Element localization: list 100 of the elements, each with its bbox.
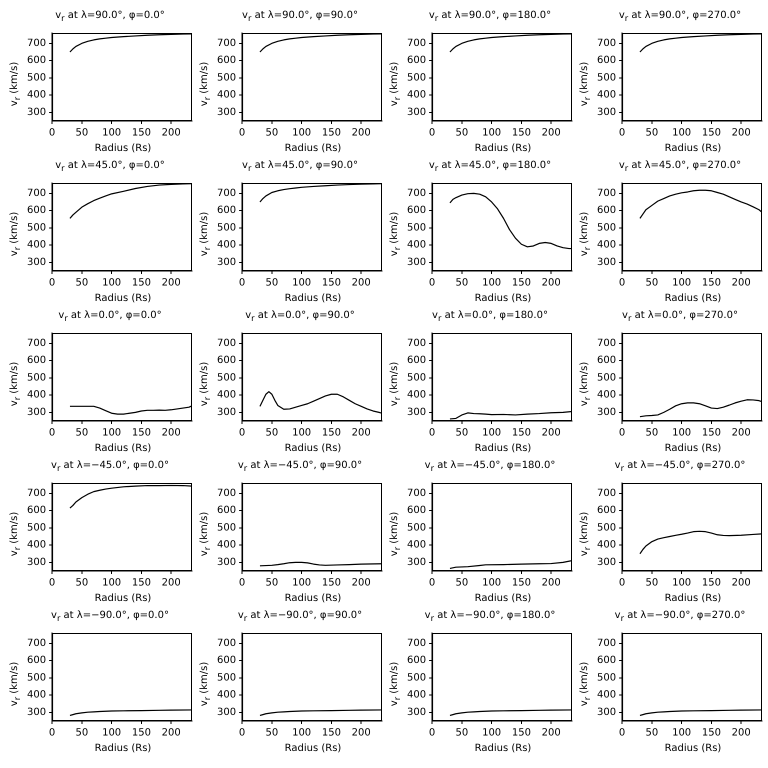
y-tick-label: 500 (216, 72, 236, 84)
y-tick-label: 600 (216, 655, 236, 666)
x-tick-label: 100 (292, 578, 312, 589)
x-tick-label: 150 (322, 728, 341, 739)
x-tick-label: 200 (732, 578, 751, 589)
x-tick-label: 0 (618, 578, 626, 589)
y-tick-label: 400 (26, 390, 46, 401)
x-tick-label: 50 (75, 578, 88, 589)
x-tick-label: 200 (352, 128, 371, 139)
y-tick-label: 600 (596, 655, 616, 666)
y-tick-label: 400 (26, 690, 46, 701)
x-tick-label: 200 (162, 128, 181, 139)
y-tick-label: 500 (596, 522, 616, 534)
x-tick-label: 200 (542, 428, 561, 439)
x-tick-label: 200 (162, 578, 181, 589)
x-tick-label: 150 (702, 128, 721, 139)
x-tick-label: 100 (672, 578, 692, 589)
chart-title: v$_{r}$ at λ=−90.0°, φ=270.0° (614, 609, 746, 624)
x-axis-title: Radius (Rs) (474, 742, 532, 755)
y-tick-label: 600 (26, 205, 46, 216)
x-axis-title: Radius (Rs) (94, 592, 152, 605)
y-tick-label: 600 (596, 205, 616, 216)
x-axis-title: Radius (Rs) (474, 442, 532, 455)
x-tick-label: 100 (482, 728, 502, 739)
x-tick-label: 150 (322, 578, 341, 589)
x-tick-label: 50 (645, 428, 658, 439)
chart-title: v$_{r}$ at λ=0.0°, φ=90.0° (244, 309, 356, 324)
x-axis-title: Radius (Rs) (664, 742, 722, 755)
y-tick-label: 500 (406, 522, 426, 534)
y-tick-label: 300 (216, 106, 236, 118)
y-tick-label: 300 (406, 706, 426, 718)
y-tick-label: 700 (216, 638, 236, 649)
y-tick-label: 600 (26, 505, 46, 516)
x-tick-label: 50 (455, 578, 468, 589)
x-tick-label: 200 (542, 728, 561, 739)
x-tick-label: 50 (265, 728, 278, 739)
y-tick-label: 700 (406, 488, 426, 499)
y-tick-label: 300 (26, 106, 46, 118)
chart-title: v$_{r}$ at λ=0.0°, φ=0.0° (57, 309, 163, 324)
x-tick-label: 150 (322, 428, 341, 439)
y-tick-label: 500 (596, 372, 616, 384)
y-tick-label: 700 (26, 488, 46, 499)
x-tick-label: 50 (265, 578, 278, 589)
x-tick-label: 150 (512, 728, 531, 739)
y-tick-label: 300 (596, 106, 616, 118)
x-tick-label: 100 (102, 128, 122, 139)
y-tick-label: 400 (596, 240, 616, 251)
x-tick-label: 100 (102, 728, 122, 739)
x-tick-label: 200 (542, 278, 561, 289)
x-tick-label: 200 (732, 278, 751, 289)
y-tick-label: 400 (216, 690, 236, 701)
x-axis-title: Radius (Rs) (664, 442, 722, 455)
y-tick-label: 700 (406, 638, 426, 649)
chart-title: v$_{r}$ at λ=−45.0°, φ=0.0° (50, 459, 170, 474)
x-tick-label: 0 (238, 428, 246, 439)
x-tick-label: 200 (732, 428, 751, 439)
y-tick-label: 600 (216, 355, 236, 366)
y-tick-label: 300 (596, 256, 616, 268)
x-tick-label: 100 (672, 278, 692, 289)
y-tick-label: 500 (406, 222, 426, 234)
x-tick-label: 150 (702, 578, 721, 589)
x-tick-label: 0 (48, 428, 56, 439)
x-tick-label: 150 (132, 128, 151, 139)
y-tick-label: 400 (596, 690, 616, 701)
y-tick-label: 300 (596, 556, 616, 568)
x-axis-title: Radius (Rs) (664, 592, 722, 605)
x-tick-label: 150 (322, 128, 341, 139)
y-tick-label: 700 (406, 38, 426, 49)
x-tick-label: 150 (702, 428, 721, 439)
y-tick-label: 600 (406, 655, 426, 666)
y-tick-label: 400 (406, 540, 426, 551)
x-tick-label: 200 (352, 578, 371, 589)
x-tick-label: 150 (132, 278, 151, 289)
y-tick-label: 500 (216, 372, 236, 384)
y-tick-label: 400 (216, 540, 236, 551)
y-tick-label: 400 (406, 690, 426, 701)
chart-title: v$_{r}$ at λ=−90.0°, φ=0.0° (50, 609, 170, 624)
x-tick-label: 150 (512, 428, 531, 439)
x-axis-title: Radius (Rs) (284, 742, 342, 755)
x-tick-label: 0 (238, 128, 246, 139)
y-tick-label: 400 (596, 540, 616, 551)
x-tick-label: 100 (292, 128, 312, 139)
y-tick-label: 300 (216, 256, 236, 268)
chart-title: v$_{r}$ at λ=−45.0°, φ=180.0° (424, 459, 556, 474)
y-tick-label: 300 (26, 706, 46, 718)
y-tick-label: 500 (26, 372, 46, 384)
x-tick-label: 0 (48, 278, 56, 289)
chart-title: v$_{r}$ at λ=45.0°, φ=0.0° (54, 159, 166, 174)
y-tick-label: 500 (26, 222, 46, 234)
x-tick-label: 200 (352, 278, 371, 289)
x-tick-label: 50 (75, 728, 88, 739)
x-tick-label: 100 (102, 428, 122, 439)
y-tick-label: 300 (216, 706, 236, 718)
x-tick-label: 0 (48, 728, 56, 739)
y-tick-label: 600 (216, 505, 236, 516)
y-tick-label: 700 (26, 338, 46, 349)
x-tick-label: 0 (238, 728, 246, 739)
y-tick-label: 700 (596, 638, 616, 649)
x-axis-title: Radius (Rs) (94, 442, 152, 455)
x-tick-label: 200 (542, 128, 561, 139)
